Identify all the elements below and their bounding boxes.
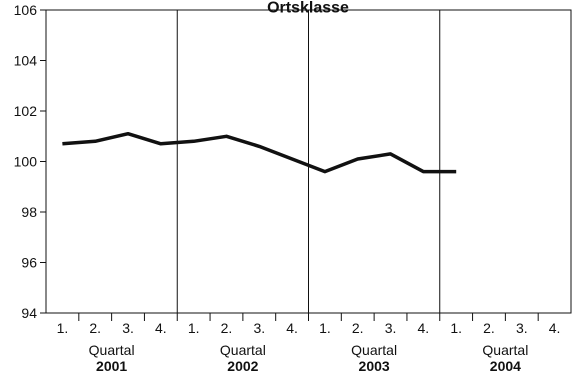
x-tick-label: 2.: [89, 320, 101, 336]
x-tick-label: 1.: [319, 320, 331, 336]
x-tick-label: 2.: [483, 320, 495, 336]
x-tick-label: 1.: [188, 320, 200, 336]
year-label: 2004: [490, 358, 521, 374]
x-tick-label: 4.: [549, 320, 561, 336]
x-tick-label: 4.: [155, 320, 167, 336]
x-tick-label: 3.: [516, 320, 528, 336]
x-tick-label: 3.: [122, 320, 134, 336]
y-tick-label: 100: [14, 154, 38, 170]
quartal-label: Quartal: [482, 342, 528, 358]
y-tick-label: 98: [21, 204, 37, 220]
year-label: 2001: [96, 358, 127, 374]
series-layer: [62, 131, 457, 174]
x-tick-label: 4.: [286, 320, 298, 336]
x-tick-label: 3.: [253, 320, 265, 336]
series-line: [62, 131, 457, 174]
y-tick-label: 94: [21, 305, 37, 321]
x-tick-label: 1.: [450, 320, 462, 336]
y-tick-label: 96: [21, 255, 37, 271]
y-tick-label: 104: [14, 53, 38, 69]
y-tick-label: 106: [14, 2, 38, 18]
x-tick-label: 1.: [57, 320, 69, 336]
quartal-label: Quartal: [89, 342, 135, 358]
x-tick-label: 3.: [385, 320, 397, 336]
x-tick-label: 2.: [352, 320, 364, 336]
year-label: 2002: [227, 358, 258, 374]
x-tick-label: 4.: [418, 320, 430, 336]
y-tick-label: 102: [14, 103, 38, 119]
year-label: 2003: [359, 358, 390, 374]
axis-layer: [40, 9, 572, 321]
x-tick-label: 2.: [221, 320, 233, 336]
chart-title: Ortsklasse: [267, 0, 349, 16]
quartal-label: Quartal: [351, 342, 397, 358]
quartal-label: Quartal: [220, 342, 266, 358]
